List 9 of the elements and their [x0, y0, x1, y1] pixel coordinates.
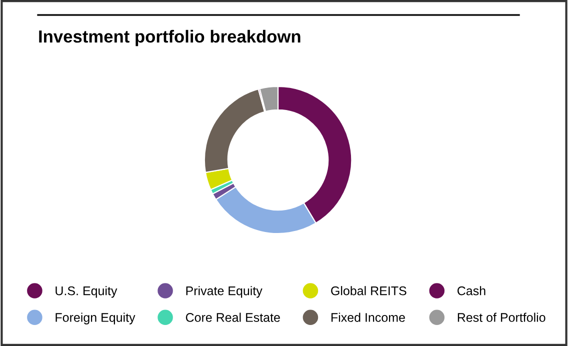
chart-title: Investment portfolio breakdown — [39, 30, 300, 46]
legend-label: Foreign Equity — [56, 312, 136, 324]
legend-label: Cash — [458, 286, 486, 296]
legend-label: Rest of Portfolio — [458, 312, 546, 322]
legend-label: Fixed Income — [331, 312, 405, 322]
legend-label: U.S. Equity — [56, 286, 118, 298]
legend-label: Global REITS — [331, 286, 406, 296]
legend-label: Private Equity — [186, 286, 262, 298]
legend-label: Core Real Estate — [186, 312, 280, 322]
